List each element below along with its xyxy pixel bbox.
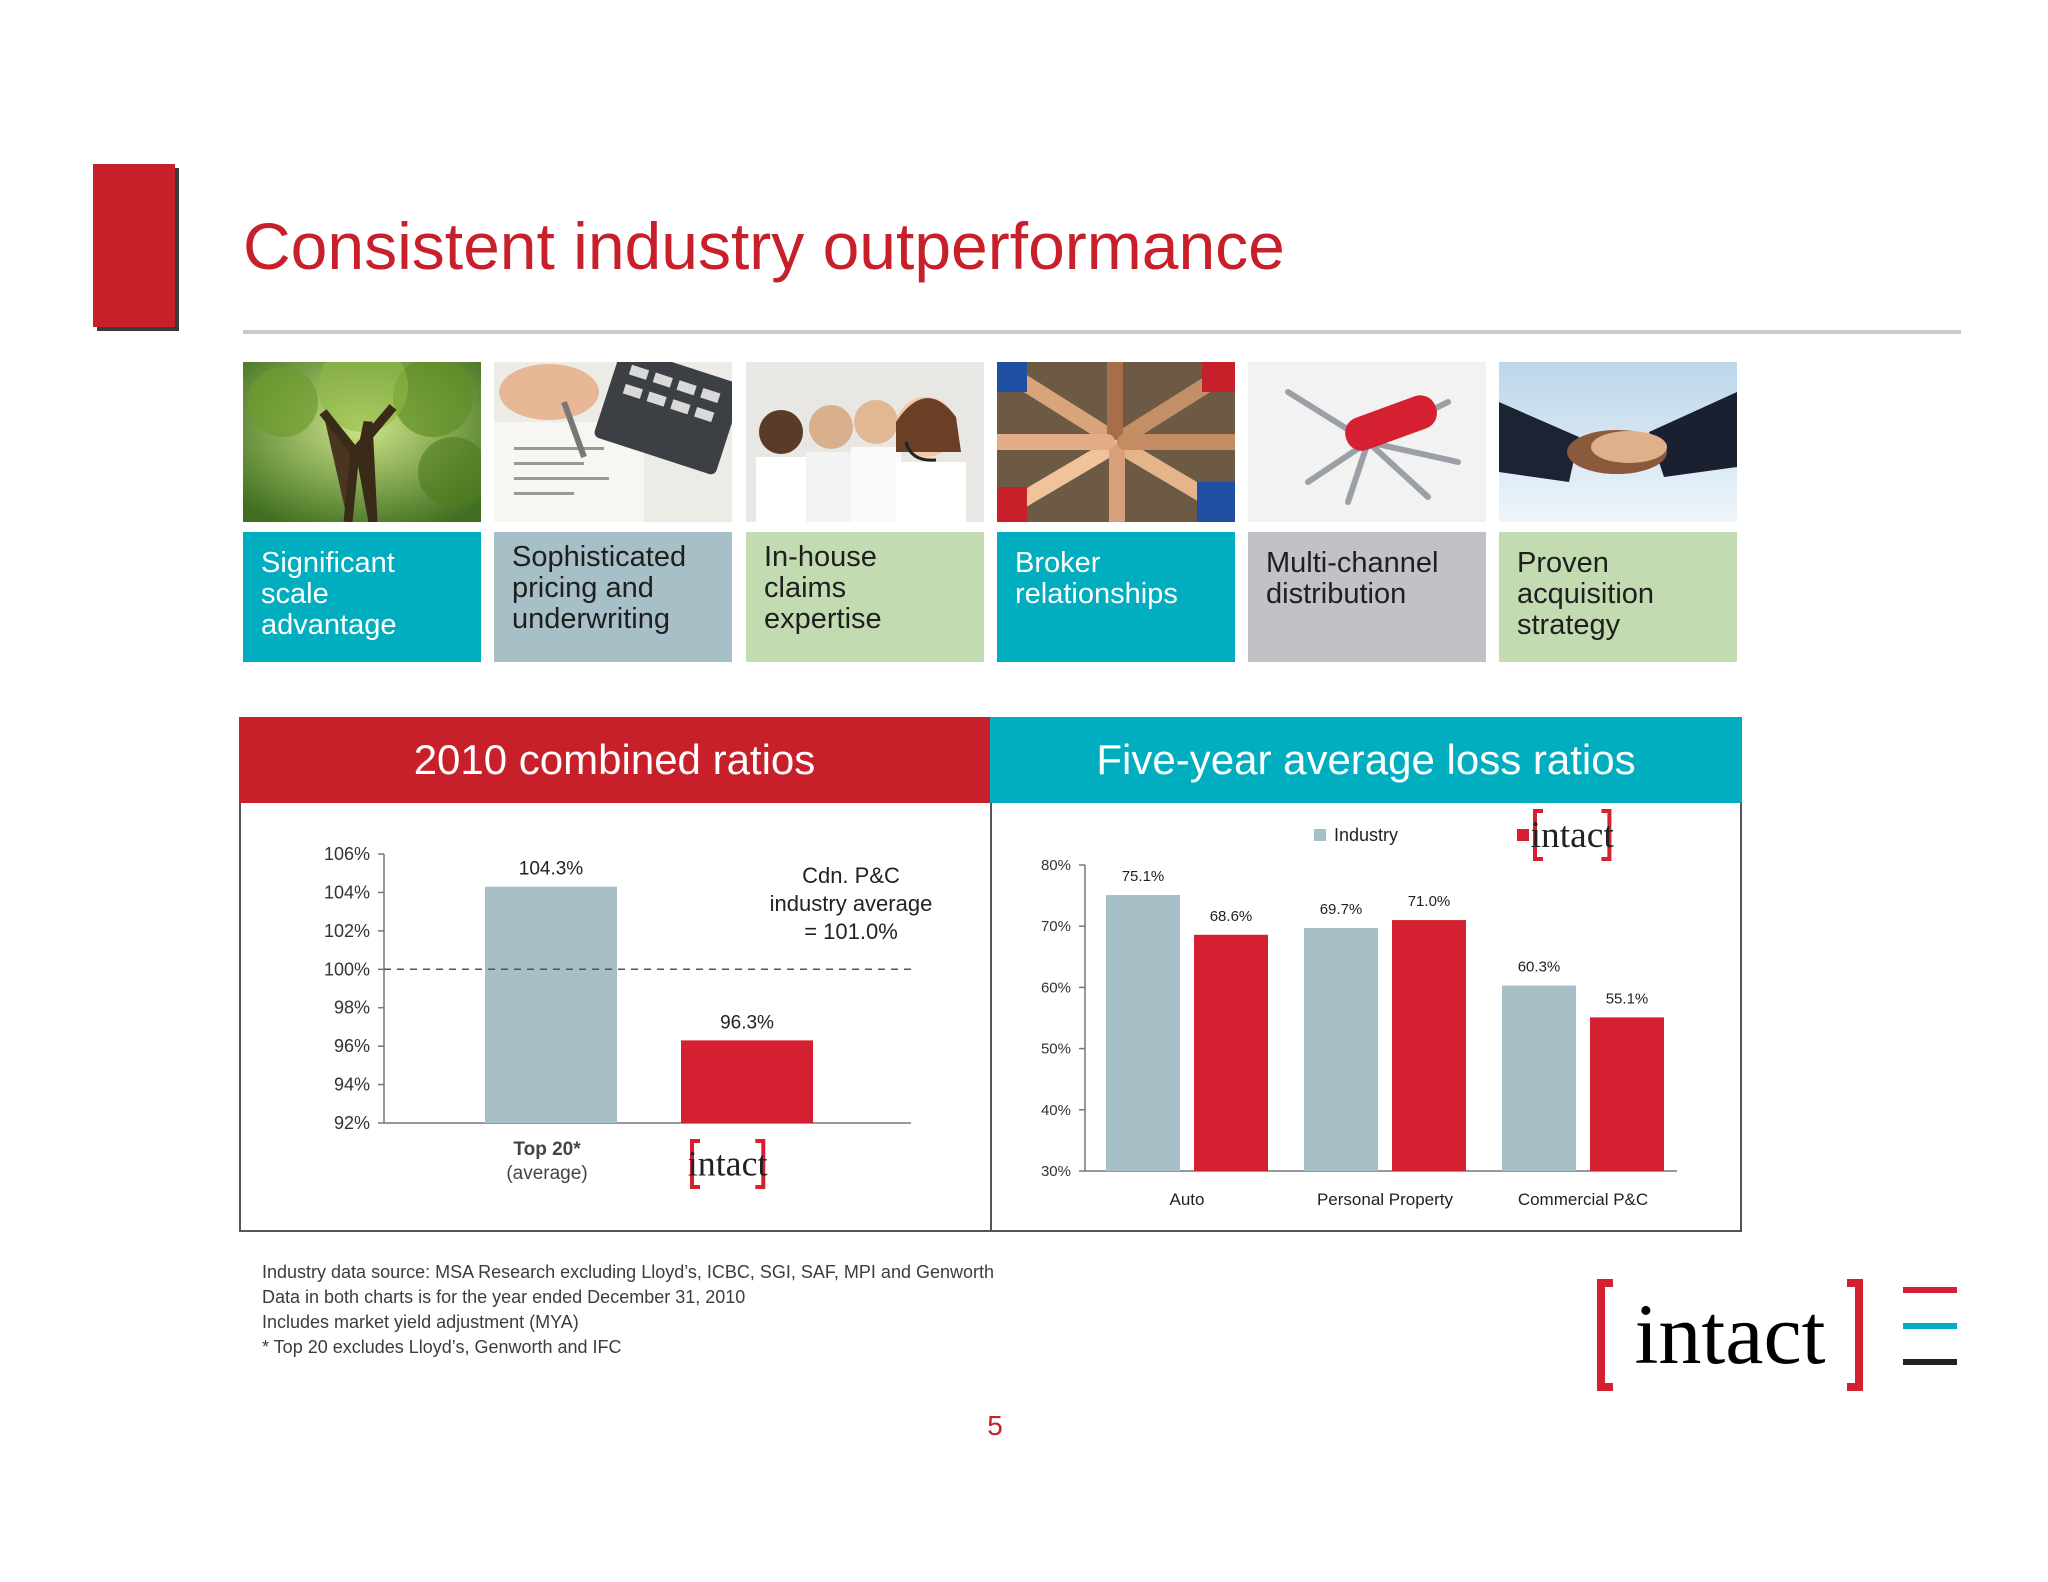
y-tick-label: 100% — [324, 959, 370, 979]
category-label: Top 20* — [513, 1139, 581, 1160]
page-title: Consistent industry outperformance — [243, 209, 1285, 283]
logo-bracket-left — [690, 1139, 700, 1189]
logo-bracket-right — [755, 1139, 766, 1189]
logo-text: intact — [1634, 1286, 1825, 1382]
pillar-line: Broker — [1015, 547, 1101, 579]
y-tick-label: 94% — [334, 1075, 370, 1095]
legend-logo-intact: intact — [1531, 809, 1615, 861]
pillar-line: scale — [261, 578, 329, 610]
handshake-photo — [1499, 362, 1737, 522]
pillar-line: pricing and — [512, 572, 654, 604]
tree-photo — [243, 362, 481, 522]
combined-ratio-chart: 92% 94% 96% 98% 100% 102% 104% 106% 104.3% 96.3% C… — [239, 803, 990, 1232]
footnote: Includes market yield adjustment (MYA) — [262, 1312, 579, 1332]
logo-text: intact — [1531, 815, 1615, 856]
bar-industry — [1106, 894, 1180, 1171]
accent-block — [93, 164, 175, 327]
joined-hands-photo — [997, 362, 1235, 522]
bar-intact — [1590, 1017, 1664, 1171]
combined-ratio-chart-title: 2010 combined ratios — [239, 717, 990, 803]
category-label: Auto — [1170, 1190, 1205, 1209]
bar-intact — [1194, 934, 1268, 1171]
y-tick-label: 70% — [1041, 918, 1071, 935]
category-label: Personal Property — [1317, 1190, 1454, 1209]
pillar-broker: Broker relationships — [997, 532, 1235, 662]
pillar-line: acquisition — [1517, 578, 1655, 610]
legend-swatch-industry — [1314, 829, 1326, 841]
legend-swatch-intact — [1517, 829, 1529, 841]
logo-text: intact — [688, 1144, 768, 1184]
pillar-line: Sophisticated — [512, 541, 687, 573]
intact-logo: intact — [1595, 1275, 1975, 1395]
bar-value-label: 69.7% — [1320, 901, 1363, 918]
bar-value-label: 75.1% — [1122, 868, 1165, 885]
y-tick-label: 106% — [324, 844, 370, 864]
pillar-line: distribution — [1266, 578, 1407, 610]
combined-ratio-svg: 92% 94% 96% 98% 100% 102% 104% 106% 104.3% 96.3% C… — [324, 844, 933, 1189]
calculator-pen-photo — [494, 362, 732, 522]
bar-value-label: 104.3% — [519, 859, 584, 880]
call-center-photo — [746, 362, 984, 522]
footnote: Industry data source: MSA Research exclu… — [262, 1262, 995, 1282]
loss-ratio-svg: 30% 40% 50% 60% 70% 80% 75.1% 68.6% Auto 69.7% 71.… — [1041, 809, 1677, 1209]
bar-value-label: 68.6% — [1210, 908, 1253, 925]
bar-industry — [1502, 985, 1576, 1171]
pillar-line: In-house claims — [764, 541, 877, 604]
legend-label-industry: Industry — [1334, 825, 1398, 845]
pillar-line: Proven — [1517, 547, 1609, 579]
y-tick-label: 30% — [1041, 1163, 1071, 1180]
pillar-pricing: Sophisticated pricing and underwriting — [494, 532, 732, 662]
bar — [681, 1040, 813, 1123]
pillar-line: strategy — [1517, 609, 1621, 641]
y-tick-label: 102% — [324, 921, 370, 941]
pillar-line: Significant — [261, 547, 395, 579]
footnote: Data in both charts is for the year ende… — [262, 1287, 746, 1307]
title-divider — [243, 330, 1961, 334]
swiss-army-knife-photo — [1248, 362, 1486, 522]
y-tick-label: 96% — [334, 1036, 370, 1056]
footnotes: Industry data source: MSA Research exclu… — [262, 1260, 994, 1360]
pillar-acquisition: Proven acquisition strategy — [1499, 532, 1737, 662]
pillar-line: Multi-channel — [1266, 547, 1439, 579]
pillar-distribution: Multi-channel distribution — [1248, 532, 1486, 662]
y-tick-label: 60% — [1041, 979, 1071, 996]
y-tick-label: 98% — [334, 998, 370, 1018]
logo-bracket-right — [1601, 809, 1612, 861]
bar-value-label: 55.1% — [1606, 990, 1649, 1007]
bar-industry — [1304, 928, 1378, 1171]
loss-ratio-chart-title: Five-year average loss ratios — [990, 717, 1742, 803]
bar-value-label: 96.3% — [720, 1012, 774, 1033]
bar-value-label: 71.0% — [1408, 893, 1451, 910]
pillar-line: expertise — [764, 603, 882, 635]
page-number: 5 — [987, 1410, 1003, 1441]
pillar-line: relationships — [1015, 578, 1178, 610]
y-tick-label: 92% — [334, 1113, 370, 1133]
industry-average-annotation: industry average — [770, 891, 933, 916]
y-tick-label: 104% — [324, 882, 370, 902]
category-label: (average) — [506, 1163, 587, 1184]
pillar-scale: Significant scale advantage — [243, 532, 481, 662]
pillar-claims: In-house claims expertise — [746, 532, 984, 662]
bar-intact — [1392, 920, 1466, 1171]
bar-value-label: 60.3% — [1518, 959, 1561, 976]
logo-bracket-left — [1533, 809, 1543, 861]
y-tick-label: 50% — [1041, 1041, 1071, 1058]
loss-ratio-chart: 30% 40% 50% 60% 70% 80% 75.1% 68.6% Auto 69.7% 71.… — [990, 803, 1742, 1232]
pillar-line: underwriting — [512, 603, 670, 635]
category-label: Commercial P&C — [1518, 1190, 1648, 1209]
industry-average-annotation: Cdn. P&C — [802, 863, 900, 888]
y-tick-label: 40% — [1041, 1102, 1071, 1119]
bar — [485, 886, 617, 1123]
intact-category-logo: intact — [688, 1139, 768, 1189]
y-tick-label: 80% — [1041, 857, 1071, 874]
pillar-line: advantage — [261, 609, 397, 641]
industry-average-annotation: = 101.0% — [804, 919, 898, 944]
footnote: * Top 20 excludes Lloyd’s, Genworth and … — [262, 1337, 622, 1357]
